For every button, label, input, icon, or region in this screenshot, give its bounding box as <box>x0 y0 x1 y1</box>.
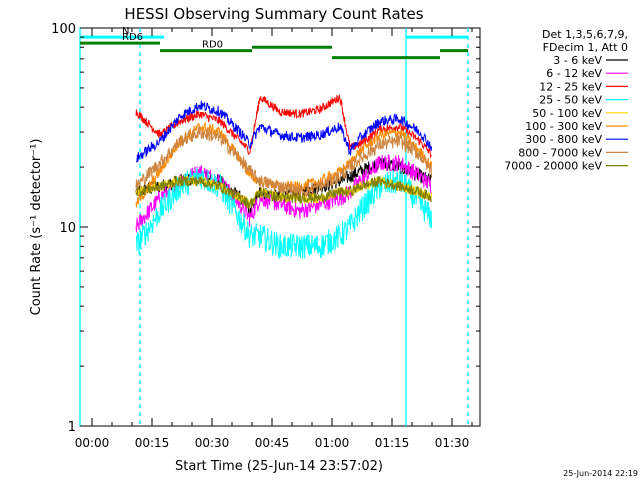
legend-label-3-6-kev: 3 - 6 keV <box>553 54 602 67</box>
legend-label-6-12-kev: 6 - 12 keV <box>546 67 602 80</box>
annotation-label-n: N <box>122 26 129 37</box>
series-line-7000-20000-kev <box>135 174 432 209</box>
legend-label-12-25-kev: 12 - 25 keV <box>539 80 602 93</box>
legend-label-7000-20000-kev: 7000 - 20000 keV <box>504 160 602 173</box>
legend-label-25-50-kev: 25 - 50 keV <box>539 94 602 107</box>
series-line-12-25-kev <box>135 93 432 159</box>
axes-ticks: 00:00 00:15 00:30 00:45 01:00 01:15 01:30 1 10 10… <box>51 22 480 450</box>
y-tick-label-2: 10 <box>59 221 76 236</box>
legend-label-50-100-kev: 50 - 100 keV <box>532 107 602 120</box>
x-tick-label-1: 00:00 <box>75 436 110 450</box>
legend-label-300-800-kev: 300 - 800 keV <box>525 133 602 146</box>
annotation-label-rd0: RD0 <box>202 40 223 51</box>
x-tick-label-4: 00:45 <box>255 436 290 450</box>
legend: Det 1,3,5,6,7,9, FDecim 1, Att 0 3 - 6 k… <box>504 28 628 173</box>
x-tick-label-5: 01:00 <box>315 436 350 450</box>
legend-label-100-300-kev: 100 - 300 keV <box>525 120 602 133</box>
legend-header-line-1: Det 1,3,5,6,7,9, <box>542 28 628 41</box>
x-tick-label-3: 00:30 <box>195 436 230 450</box>
legend-label-800-7000-kev: 800 - 7000 keV <box>518 146 602 159</box>
annotation-bars: N RD0 RD6 <box>80 26 468 60</box>
y-tick-label-1: 1 <box>68 420 76 435</box>
chart-title: HESSI Observing Summary Count Rates <box>124 5 423 23</box>
x-tick-label-6: 01:15 <box>375 436 410 450</box>
series-lines <box>135 93 433 259</box>
annotation-label-rd6: RD6 <box>122 32 143 43</box>
footer-timestamp: 25-Jun-2014 22:19 <box>563 469 638 478</box>
series-line-800-7000-kev <box>135 125 433 199</box>
series-line-300-800-kev <box>135 100 433 163</box>
x-tick-label-2: 00:15 <box>135 436 170 450</box>
x-axis-label: Start Time (25-Jun-14 23:57:02) <box>175 459 383 474</box>
y-axis-label: Count Rate (s⁻¹ detector⁻¹) <box>29 139 44 316</box>
x-tick-label-7: 01:30 <box>435 436 470 450</box>
legend-header-line-2: FDecim 1, Att 0 <box>543 41 628 54</box>
y-tick-label-3: 100 <box>51 22 76 37</box>
